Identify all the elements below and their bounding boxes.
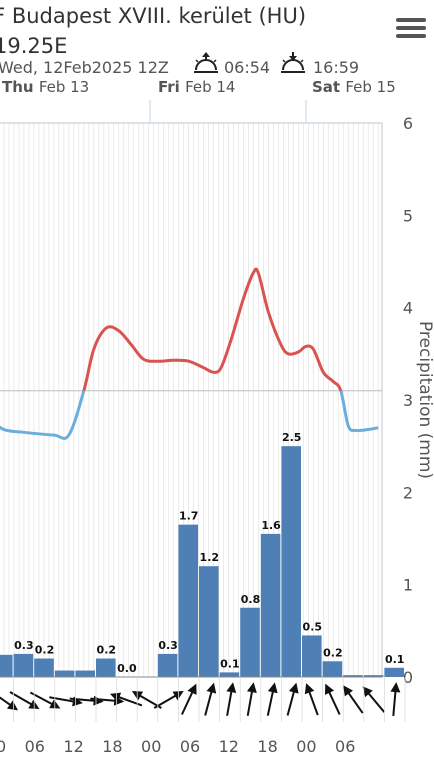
x-tick-label: 06 [180, 737, 200, 756]
bar-value-label: 0.1 [220, 657, 240, 670]
wind-arrow-head [246, 682, 257, 693]
sunrise-value: 06:54 [224, 58, 271, 77]
wind-arrow-icon [0, 690, 19, 711]
wind-arrow-icon [286, 682, 299, 716]
wind-arrow-icon [153, 691, 184, 709]
wind-arrow-head [131, 691, 144, 701]
wind-arrow-head [324, 683, 335, 695]
y-tick-label: 0 [403, 668, 413, 687]
wind-arrow-head [28, 699, 40, 709]
y-tick-label: 3 [403, 391, 413, 410]
x-tick-label: 18 [257, 737, 277, 756]
precip-bar [75, 670, 95, 677]
sunset-icon [281, 52, 305, 73]
precip-bar [96, 658, 116, 677]
x-tick-label: 06 [335, 737, 355, 756]
wind-arrow-icon [131, 691, 162, 709]
precip-bar [219, 672, 240, 677]
wind-arrow-head [206, 682, 217, 694]
precip-bar [260, 533, 281, 677]
precip-bar [302, 635, 322, 677]
precip-bar [322, 661, 343, 677]
curve-below-segment [0, 390, 379, 440]
precip-bar [34, 658, 54, 677]
wind-arrow-head [187, 683, 197, 695]
sunset-value: 16:59 [313, 58, 360, 77]
sunrise-icon [194, 52, 218, 73]
precip-bar [157, 653, 178, 677]
wind-arrow-icon [266, 682, 278, 716]
wind-arrow-icon [390, 682, 401, 717]
wind-arrow-head [109, 692, 122, 702]
wind-arrow-head [267, 682, 278, 694]
day-label: Sat Feb 15 [312, 78, 396, 96]
curve-above-segment [82, 267, 343, 391]
y-tick-label: 5 [403, 206, 413, 225]
bar-value-label: 0.1 [385, 653, 405, 666]
bar-value-label: 0.2 [35, 644, 55, 657]
precip-bar [0, 654, 13, 677]
x-tick-label: 06 [25, 737, 45, 756]
x-tick-label: 00 [0, 737, 6, 756]
wind-arrow-head [362, 686, 373, 698]
bar-value-label: 0.2 [323, 646, 343, 659]
model-run-time: Wed, 12Feb2025 12Z [0, 58, 169, 77]
bar-value-label: 1.6 [261, 519, 281, 532]
precip-bar [363, 675, 384, 677]
bar-value-label: 1.7 [179, 510, 199, 523]
x-tick-label: 00 [141, 737, 161, 756]
wind-arrow-head [6, 700, 19, 711]
location-title: /F Budapest XVIII. kerület (HU) [0, 4, 307, 28]
bar-value-label: 0.2 [97, 644, 117, 657]
wind-arrow-head [226, 682, 237, 693]
wind-arrow-icon [204, 682, 217, 716]
precip-bar [240, 607, 260, 677]
bar-value-label: 0.0 [117, 662, 137, 675]
precip-bar [178, 524, 198, 677]
x-tick-label: 12 [63, 737, 83, 756]
x-tick-label: 00 [296, 737, 316, 756]
precip-bar [13, 653, 34, 677]
x-tick-label: 18 [102, 737, 122, 756]
y-tick-label: 2 [403, 483, 413, 502]
wind-arrow-head [343, 685, 354, 697]
wind-arrow-head [49, 699, 61, 709]
day-label: Thu Feb 13 [2, 78, 89, 96]
wind-arrow-icon [343, 685, 364, 714]
wind-arrow-icon [226, 682, 237, 716]
menu-button[interactable] [396, 18, 426, 44]
bar-value-label: 0.5 [303, 620, 323, 633]
sunset-time: 16:59 [281, 52, 360, 77]
y-tick-label: 6 [403, 114, 413, 133]
precip-bar [54, 670, 75, 677]
precip-bar [281, 446, 301, 677]
bar-value-label: 2.5 [282, 431, 302, 444]
wind-arrow-icon [362, 686, 386, 713]
bar-value-label: 1.2 [200, 551, 220, 564]
wind-arrow-head [288, 682, 299, 694]
bar-value-label: 0.8 [241, 593, 261, 606]
wind-arrow-head [93, 695, 104, 706]
wind-arrow-icon [324, 683, 341, 715]
sunrise-time: 06:54 [194, 52, 271, 77]
precip-bar [343, 675, 363, 677]
x-tick-label: 12 [219, 737, 239, 756]
y-axis-title: Precipitation (mm) [415, 321, 434, 479]
wind-arrow-icon [181, 683, 197, 715]
wind-arrow-head [390, 682, 401, 693]
day-label: Fri Feb 14 [158, 78, 235, 96]
hamburger-menu-icon [396, 18, 426, 22]
location-coordinates: 19.25E [0, 34, 68, 58]
precip-bar [384, 667, 404, 677]
wind-arrow-icon [304, 683, 319, 716]
wind-arrow-head [304, 683, 315, 695]
y-tick-label: 1 [403, 576, 413, 595]
y-tick-label: 4 [403, 299, 413, 318]
wind-arrow-head [172, 691, 184, 701]
wind-arrow-icon [246, 682, 257, 716]
bar-value-label: 0.3 [158, 639, 178, 652]
bar-value-label: 0.3 [14, 639, 34, 652]
precip-bar [199, 566, 219, 677]
